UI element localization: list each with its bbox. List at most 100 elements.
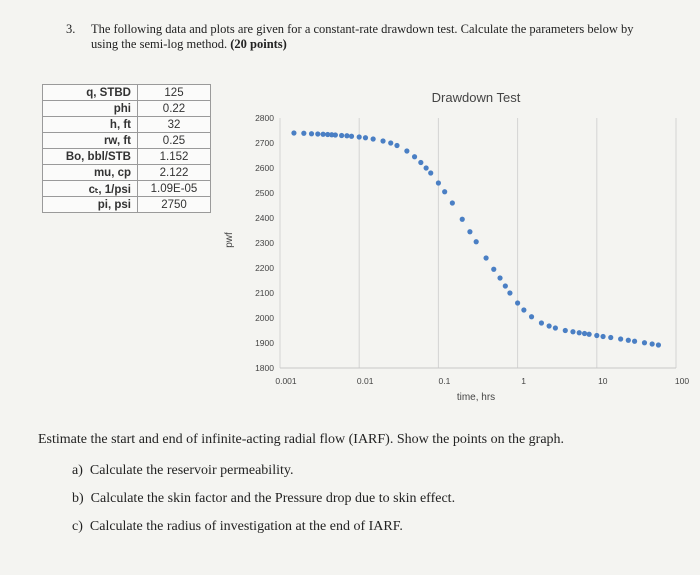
question-prompt: The following data and plots are given f… (91, 22, 634, 51)
task-b: b) Calculate the skin factor and the Pre… (72, 491, 455, 507)
data-point (491, 266, 497, 272)
y-axis-label: pwf (224, 232, 235, 248)
param-row: Bo, bbl/STB 1.152 (42, 148, 211, 165)
task-c-letter: c) (72, 519, 83, 534)
data-point (388, 140, 394, 146)
data-point (320, 131, 326, 137)
task-c: c) Calculate the radius of investigation… (72, 519, 403, 535)
param-row: phi 0.22 (42, 100, 211, 117)
data-point (497, 275, 503, 281)
data-point (380, 138, 386, 144)
data-point (339, 132, 345, 139)
y-tick-label: 2400 (255, 213, 274, 223)
task-b-text: Calculate the skin factor and the Pressu… (90, 491, 456, 506)
task-intro: Estimate the start and end of infinite-a… (38, 432, 565, 447)
param-row: rw, ft 0.25 (42, 132, 211, 149)
drawdown-chart: Drawdown Test 1800 1900 2000 2100 2200 2300 24… (224, 90, 689, 403)
param-label: pi, psi (42, 196, 138, 213)
data-point (301, 130, 307, 136)
data-point (362, 135, 369, 141)
data-point (467, 229, 473, 235)
data-point (473, 239, 479, 245)
y-tick-label: 2800 (255, 113, 274, 123)
data-point (641, 340, 648, 346)
y-tick-label: 2100 (255, 288, 274, 298)
chart-grid (279, 118, 677, 369)
task-a-letter: a) (72, 463, 83, 478)
data-point (581, 330, 588, 337)
data-point (608, 334, 614, 341)
y-tick-label: 2300 (255, 238, 274, 248)
param-value: 0.25 (137, 132, 211, 149)
data-point (586, 331, 592, 337)
param-label: h, ft (42, 116, 138, 133)
x-tick-label: 10 (598, 376, 608, 386)
data-point (449, 200, 455, 206)
param-label: mu, cp (42, 164, 138, 181)
data-point (600, 333, 606, 340)
data-point (655, 342, 662, 348)
y-tick-labels: 1800 1900 2000 2100 2200 2300 2400 2500 2600 2700… (255, 113, 274, 373)
y-tick-label: 2600 (255, 163, 274, 173)
data-point (515, 300, 521, 306)
data-point (521, 307, 527, 313)
data-point (291, 130, 297, 136)
y-tick-label: 2500 (255, 188, 274, 198)
task-a: a) Calculate the reservoir permeability. (72, 463, 293, 479)
param-value: 1.152 (137, 148, 211, 165)
data-point (502, 283, 508, 289)
data-point (394, 142, 400, 149)
data-point (404, 148, 410, 154)
data-point (442, 189, 448, 195)
x-tick-label: 0.1 (438, 376, 450, 386)
data-point (625, 337, 631, 343)
data-point (507, 290, 513, 296)
param-label: q, STBD (42, 84, 138, 101)
data-point (552, 325, 558, 331)
parameters-table: q, STBD 125 phi 0.22 h, ft 32 rw, ft 0.25 Bo, bb… (42, 84, 211, 213)
y-tick-label: 1900 (255, 338, 274, 348)
data-point (370, 136, 376, 142)
data-point (538, 320, 545, 326)
y-tick-label: 1800 (255, 363, 274, 373)
param-value: 1.09E-05 (137, 180, 211, 197)
question-text: The following data and plots are given f… (91, 22, 661, 52)
data-point (348, 133, 355, 139)
task-b-letter: b) (72, 491, 84, 506)
x-tick-label: 0.001 (275, 376, 297, 386)
data-point (570, 329, 576, 335)
y-tick-label: 2700 (255, 138, 274, 148)
data-point (428, 170, 434, 176)
data-point (308, 131, 315, 137)
data-point (423, 165, 429, 171)
task-a-text: Calculate the reservoir permeability. (89, 463, 294, 478)
x-tick-labels: 0.001 0.01 0.1 1 10 100 (275, 376, 689, 386)
data-point (315, 131, 321, 137)
data-point (332, 132, 338, 138)
data-point (594, 332, 600, 339)
param-value: 2750 (137, 196, 211, 213)
data-point (546, 323, 552, 329)
data-point (356, 134, 362, 140)
param-label: cₜ, 1/psi (42, 180, 138, 197)
data-point (576, 330, 582, 336)
data-point (483, 255, 489, 261)
data-point (325, 131, 331, 138)
data-point (631, 338, 638, 344)
x-tick-label: 1 (521, 376, 526, 386)
question-number: 3. (66, 22, 76, 36)
data-point (649, 341, 655, 347)
x-tick-label: 0.01 (357, 376, 374, 386)
data-point (562, 327, 568, 334)
data-point (344, 133, 350, 139)
param-row: cₜ, 1/psi 1.09E-05 (42, 180, 211, 197)
data-point (411, 154, 418, 160)
data-point (528, 314, 535, 320)
data-point (435, 180, 441, 186)
x-tick-label: 100 (675, 376, 689, 386)
data-point (618, 336, 624, 342)
data-point (459, 216, 465, 222)
question-points: (20 points) (230, 37, 287, 51)
task-c-text: Calculate the radius of investigation at… (89, 519, 403, 534)
data-points (291, 130, 662, 348)
